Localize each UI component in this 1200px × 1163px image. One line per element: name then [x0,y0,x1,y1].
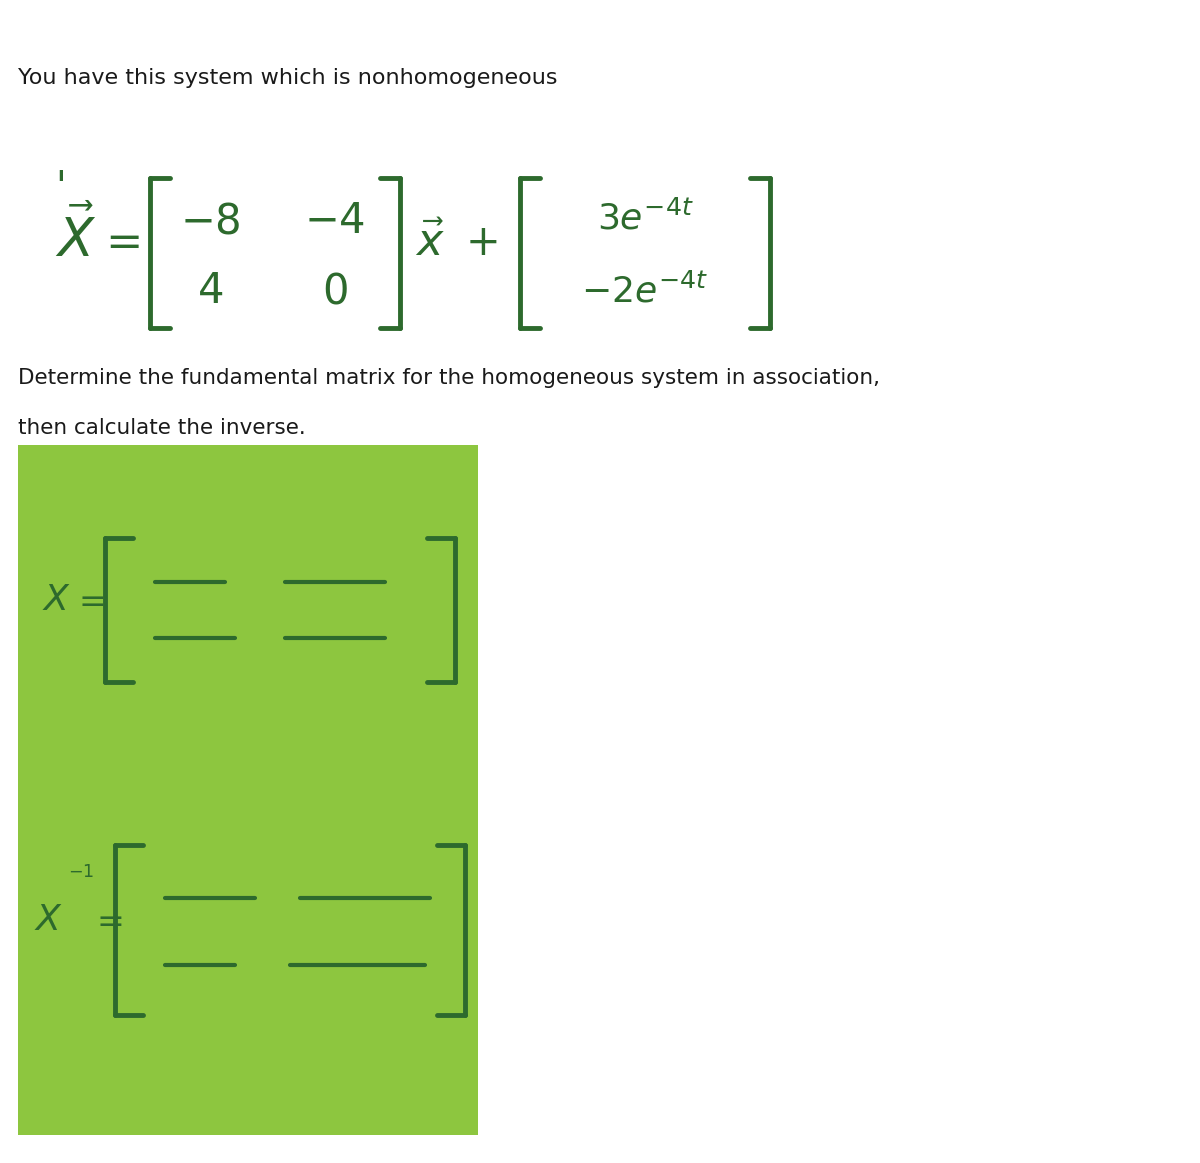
Text: $0$: $0$ [322,270,348,312]
Text: $4$: $4$ [197,270,223,312]
Text: $-8$: $-8$ [180,200,240,242]
Text: $=$: $=$ [72,584,104,616]
Text: =: = [106,221,143,264]
Text: Determine the fundamental matrix for the homogeneous system in association,: Determine the fundamental matrix for the… [18,368,880,388]
FancyBboxPatch shape [18,445,478,1135]
Text: $3e^{-4t}$: $3e^{-4t}$ [596,200,694,236]
Text: $X$: $X$ [34,902,62,937]
Text: $-4$: $-4$ [305,200,366,242]
Text: $\vec{x}$: $\vec{x}$ [415,221,445,264]
Text: then calculate the inverse.: then calculate the inverse. [18,418,306,438]
Text: You have this system which is nonhomogeneous: You have this system which is nonhomogen… [18,67,558,88]
Text: $=$: $=$ [90,904,122,936]
Text: ': ' [55,169,66,207]
Text: $-2e^{-4t}$: $-2e^{-4t}$ [582,273,708,309]
Text: $X$: $X$ [42,583,71,618]
Text: $+$: $+$ [466,222,497,264]
Text: $\vec{X}$: $\vec{X}$ [55,208,96,269]
Text: $^{-1}$: $^{-1}$ [68,866,95,890]
